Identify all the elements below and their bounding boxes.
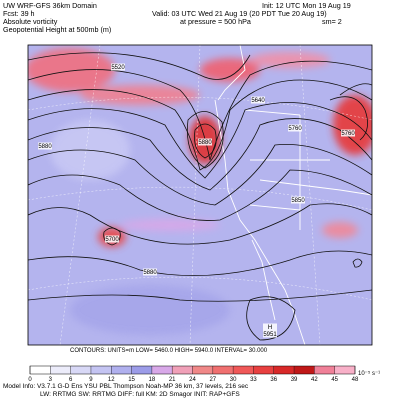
colorbar-tick-label: 6	[69, 377, 73, 383]
map: 5520 5640 5760 5760 5880 5880 5850 5700 5880 H595…	[28, 45, 372, 345]
contour-label: 5850	[291, 198, 305, 204]
colorbar-swatch	[111, 366, 132, 374]
contour-label: 5880	[143, 270, 157, 276]
contour-label-box	[288, 124, 302, 132]
contour-label: 5520	[111, 65, 125, 71]
contour-label-box	[263, 330, 277, 338]
contour-label-box	[38, 142, 52, 150]
map-frame	[27, 44, 373, 346]
contour-label-box	[251, 96, 265, 104]
contour-label-box	[105, 235, 119, 243]
contour-label: 5700	[105, 237, 119, 243]
contour-label: 5951	[263, 332, 277, 338]
header-valid: Valid: 03 UTC Wed 21 Aug 19 (20 PDT Tue …	[152, 9, 327, 18]
colorbar-swatch	[151, 366, 173, 374]
colorbar-swatch	[192, 366, 213, 374]
contour-label-box	[291, 196, 305, 204]
contour-label: 5880	[198, 140, 212, 146]
colorbar-swatch	[253, 366, 274, 374]
colorbar-tick-label: 24	[189, 377, 196, 383]
colorbar-tick-label: 27	[209, 377, 216, 383]
colorbar-tick-label: 12	[108, 377, 115, 383]
colorbar-swatch	[70, 366, 91, 374]
colorbar-tick-label: 9	[89, 377, 93, 383]
colorbar-swatch	[334, 366, 355, 374]
contour-label: 5880	[38, 144, 52, 150]
contour-label-box	[341, 129, 355, 137]
contour-label-box	[111, 63, 125, 71]
colorbar-tick-label: 18	[149, 377, 156, 383]
model-info: Model Info: V3.7.1 G-D Ens YSU PBL Thomp…	[3, 383, 249, 390]
colorbar-unit: 10⁻⁵ s⁻¹	[358, 370, 380, 377]
colorbar-swatch	[294, 366, 315, 374]
colorbar-swatch	[90, 366, 112, 374]
header-field: Absolute vorticity	[3, 17, 58, 26]
colorbar-swatch	[131, 366, 152, 374]
colorbar-swatch	[233, 366, 254, 374]
contour-label: 5760	[341, 131, 355, 137]
colorbar-swatch	[30, 366, 51, 374]
header-smoothing: sm= 2	[322, 17, 342, 26]
colorbar-tick-label: 48	[352, 377, 359, 383]
header-contour-field: Geopotential Height at 500mb (m)	[3, 25, 111, 34]
contour-label: 5760	[288, 126, 302, 132]
colorbar-tick-label: 39	[291, 377, 298, 383]
contour-label: H	[268, 325, 272, 331]
model-physics: LW: RRTMG SW: RRTMG DIFF: full KM: 2D Sm…	[40, 391, 240, 398]
colorbar-swatch	[314, 366, 335, 374]
header-forecast: Fcst: 39 h	[3, 9, 35, 18]
colorbar-tick-label: 42	[311, 377, 318, 383]
contour-label: 5640	[251, 98, 265, 104]
contour-info: CONTOURS: UNITS=m LOW= 5460.0 HIGH= 5940…	[70, 348, 268, 354]
colorbar-tick-label: 15	[128, 377, 135, 383]
colorbar-swatch	[273, 366, 295, 374]
contour-label-box	[143, 268, 157, 276]
contour-label-box	[263, 323, 277, 331]
header-model: UW WRF-GFS 36km Domain	[3, 1, 97, 10]
colorbar-tick-label: 21	[169, 377, 176, 383]
contour-label-box	[198, 138, 212, 146]
colorbar-tick-label: 45	[331, 377, 338, 383]
colorbar-swatch	[50, 366, 71, 374]
colorbar-tick-label: 36	[270, 377, 277, 383]
colorbar-tick-label: 0	[28, 377, 32, 383]
header-pressure: at pressure = 500 hPa	[180, 17, 251, 26]
colorbar-swatch	[172, 366, 193, 374]
header-init: Init: 12 UTC Mon 19 Aug 19	[262, 1, 351, 10]
colorbar-tick-label: 33	[250, 377, 257, 383]
colorbar-swatch	[212, 366, 234, 374]
colorbar-tick-label: 30	[230, 377, 237, 383]
colorbar-tick-label: 3	[49, 377, 53, 383]
